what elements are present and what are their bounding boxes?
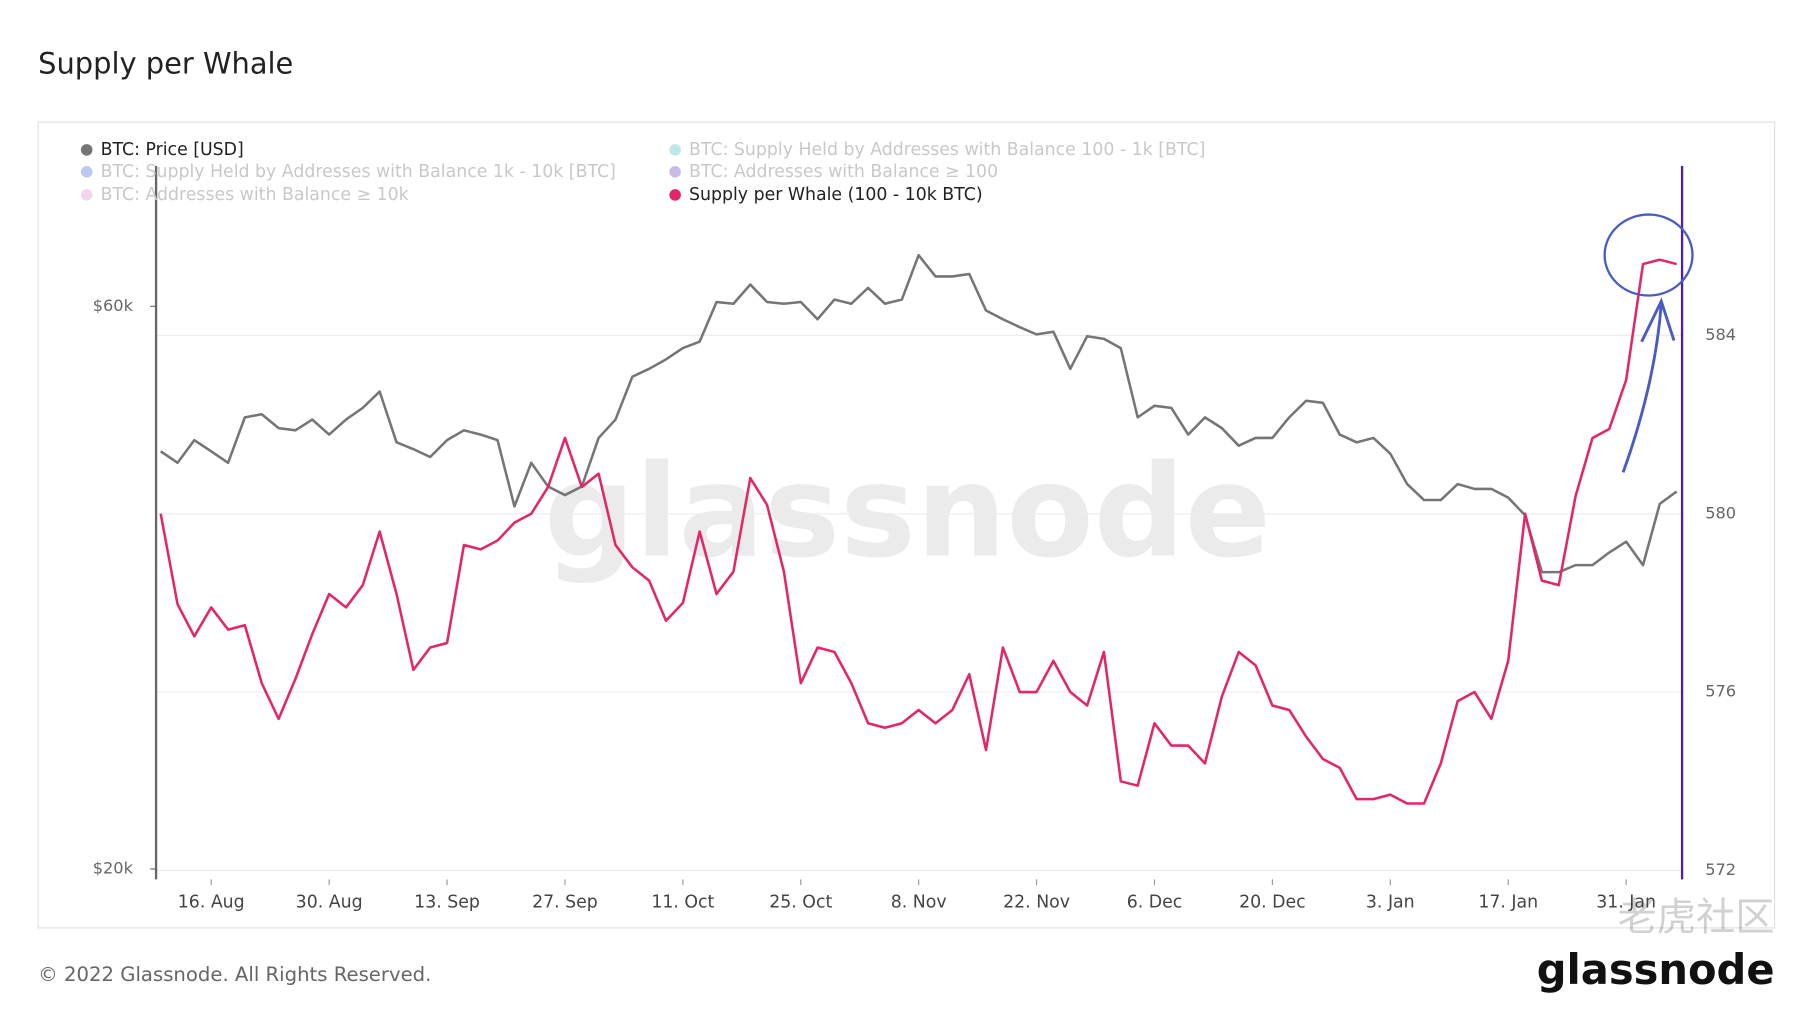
y-tick-label: $60k xyxy=(93,296,134,315)
legend-label: BTC: Addresses with Balance ≥ 100 xyxy=(689,162,998,182)
legend-marker xyxy=(669,189,681,201)
legend-label: BTC: Addresses with Balance ≥ 10k xyxy=(101,185,409,205)
series-line xyxy=(159,258,1677,805)
logo: glassnode xyxy=(1537,945,1775,994)
legend-label: Supply per Whale (100 - 10k BTC) xyxy=(689,185,983,205)
y2-tick-label: 580 xyxy=(1705,503,1736,522)
legend-label: BTC: Supply Held by Addresses with Balan… xyxy=(689,140,1205,160)
x-tick-label: 20. Dec xyxy=(1239,892,1306,912)
series-line xyxy=(159,253,1678,574)
x-tick-label: 13. Sep xyxy=(414,892,480,912)
legend-marker xyxy=(669,144,681,156)
legend-marker xyxy=(80,189,93,201)
x-tick-label: 25. Oct xyxy=(769,892,832,912)
copyright: © 2022 Glassnode. All Rights Reserved. xyxy=(38,963,431,986)
chart-title: Supply per Whale xyxy=(38,46,293,80)
y2-tick-label: 584 xyxy=(1705,325,1736,344)
background-watermark: glassnode xyxy=(544,438,1271,586)
y2-tick-label: 576 xyxy=(1705,682,1736,701)
highlight-circle xyxy=(1603,213,1694,297)
legend-label: BTC: Supply Held by Addresses with Balan… xyxy=(101,162,616,182)
x-tick-label: 16. Aug xyxy=(178,892,245,912)
plot xyxy=(159,253,1678,805)
legend-marker xyxy=(80,166,93,178)
x-tick-label: 8. Nov xyxy=(891,892,947,912)
chart-panel xyxy=(37,121,1776,929)
x-tick-label: 27. Sep xyxy=(532,892,598,912)
legend-label: BTC: Price [USD] xyxy=(101,140,244,160)
x-tick-label: 11. Oct xyxy=(651,892,714,912)
legend-marker xyxy=(80,144,93,156)
y2-tick-label: 572 xyxy=(1705,860,1736,879)
x-tick-label: 22. Nov xyxy=(1003,892,1070,912)
y-tick-label: $20k xyxy=(93,858,134,877)
x-tick-label: 6. Dec xyxy=(1127,892,1183,912)
x-tick-label: 30. Aug xyxy=(296,892,363,912)
x-tick-label: 17. Jan xyxy=(1478,892,1538,912)
grid xyxy=(156,334,1683,871)
x-tick-label: 3. Jan xyxy=(1366,892,1415,912)
x-tick-label: 31. Jan xyxy=(1596,892,1656,912)
highlight-arrow xyxy=(1621,297,1676,473)
community-watermark: 老虎社区 xyxy=(1617,895,1774,940)
legend-marker xyxy=(669,166,681,178)
